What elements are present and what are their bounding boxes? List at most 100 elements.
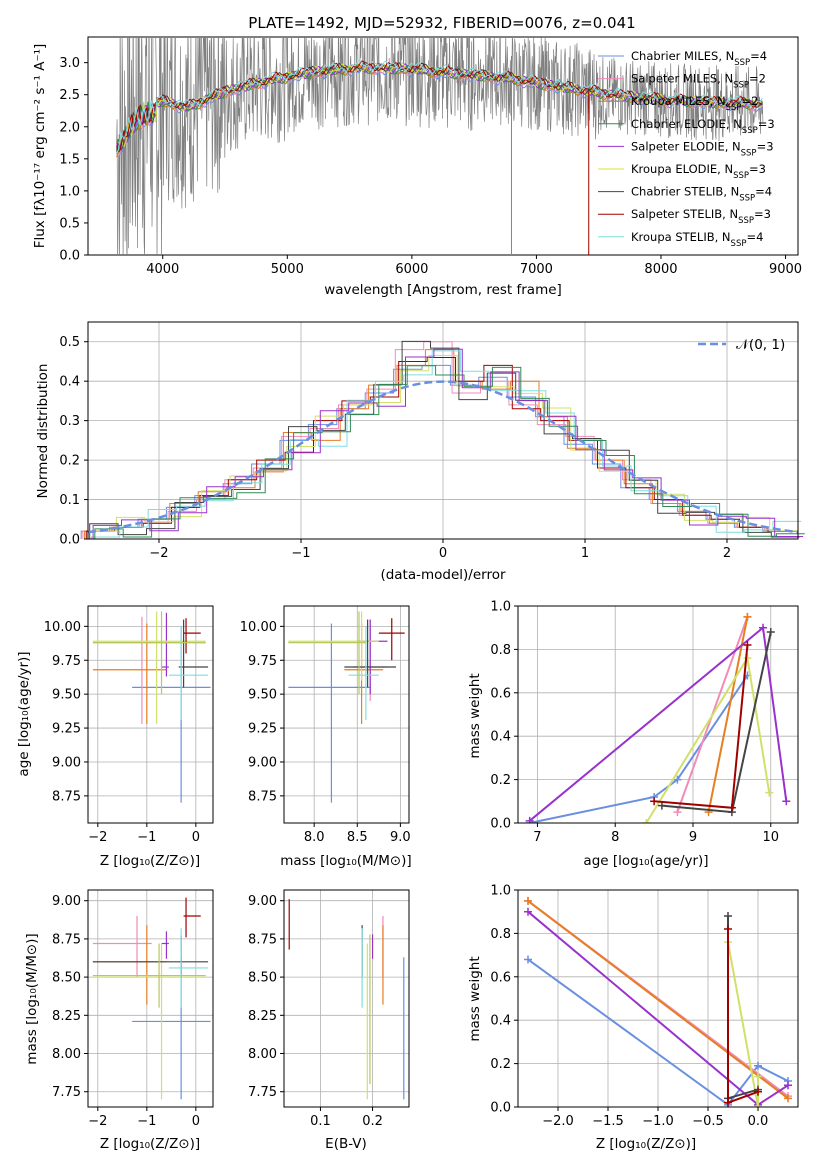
p6-ylabel: mass weight [467, 956, 483, 1041]
mass-vs-extinction-panel: E(B-V) 0.1 0.2 7.75 8.00 8.25 8.50 8.75 9.00 [248, 889, 410, 1152]
x-tick-label: 0.0 [748, 1114, 769, 1129]
weight-point [743, 641, 752, 650]
y-tick-label: 0.0 [59, 249, 80, 264]
mass-weight-vs-age-panel: age [log₁₀(age/yr)] mass weight 7 8 9 10 0.0… [467, 600, 799, 869]
y-tick-label: 8.50 [52, 971, 81, 986]
p2-xlabel: mass [log₁₀(M/M⊙)] [280, 853, 411, 869]
weight-line [527, 958, 789, 1107]
histogram-step-line [90, 350, 802, 540]
x-tick-label: −1 [291, 546, 310, 561]
y-tick-label: 1.0 [490, 884, 511, 899]
x-tick-label: 0.1 [310, 1114, 331, 1129]
x-tick-label: −2 [149, 546, 168, 561]
weight-point [673, 808, 682, 817]
y-tick-label: 9.25 [248, 722, 277, 737]
figure-title: PLATE=1492, MJD=52932, FIBERID=0076, z=0… [248, 14, 635, 32]
x-tick-label: −2.0 [542, 1114, 574, 1129]
spectrum-frame [87, 36, 799, 256]
legend-sub: SSP [733, 171, 749, 181]
y-tick-label: 8.25 [52, 1009, 81, 1024]
weight-point [766, 628, 775, 637]
y-tick-label: 8.75 [52, 932, 81, 947]
histogram-step-line [84, 349, 795, 540]
panel-marks [288, 899, 405, 1100]
y-tick-label: 0.5 [59, 335, 80, 350]
legend-tail: =4 [755, 185, 772, 199]
y-tick-label: 10.00 [44, 620, 81, 635]
y-tick-label: 0.8 [490, 643, 511, 658]
legend-tail: =4 [750, 49, 767, 63]
y-tick-label: 0.3 [59, 414, 80, 429]
y-tick-label: 9.00 [52, 894, 81, 909]
y-tick-label: 9.00 [52, 755, 81, 770]
y-tick-label: 0.2 [59, 454, 80, 469]
x-tick-label: −1 [137, 830, 156, 845]
weight-line [645, 655, 771, 823]
p1-xlabel: Z [log₁₀(Z/Z⊙)] [100, 853, 200, 869]
x-tick-label: 6000 [395, 262, 428, 277]
x-tick-label: 8.0 [304, 830, 325, 845]
p6-xlabel: Z [log₁₀(Z/Z⊙)] [596, 1136, 696, 1152]
y-tick-label: 9.50 [248, 688, 277, 703]
legend-tail: =3 [754, 207, 771, 221]
normal-legend-label: 𝒩(0, 1) [736, 337, 785, 353]
panel-frame [517, 605, 799, 824]
x-tick-label: 8.5 [347, 830, 368, 845]
weight-point [724, 1098, 732, 1107]
y-tick-label: 8.50 [248, 971, 277, 986]
x-tick-label: −1.0 [642, 1114, 674, 1129]
weight-point [754, 1103, 762, 1107]
legend-sub: SSP [739, 194, 755, 204]
x-tick-label: 7000 [520, 262, 553, 277]
legend-sub: SSP [726, 103, 742, 113]
x-tick-label: −2 [88, 1114, 107, 1129]
y-tick-label: 8.75 [248, 789, 277, 804]
weight-point [765, 788, 774, 797]
panel-frame [283, 605, 410, 824]
x-tick-label: 10 [763, 830, 780, 845]
legend-entry: Kroupa ELODIE, NSSP=3 [631, 162, 766, 181]
y-tick-label: 7.75 [248, 1085, 277, 1100]
legend-entry: Chabrier MILES, NSSP=4 [631, 49, 767, 68]
panel-grid [284, 606, 409, 823]
weight-point [724, 912, 732, 921]
x-tick-label: −2 [88, 830, 107, 845]
x-tick-label: 0 [192, 830, 200, 845]
legend-tail: =2 [749, 72, 766, 86]
y-tick-label: 8.75 [248, 932, 277, 947]
legend-entry: Salpeter ELODIE, NSSP=3 [631, 139, 774, 158]
spectrum-lines [116, 37, 764, 255]
panel-grid [88, 606, 213, 823]
y-tick-label: 1.5 [59, 152, 80, 167]
legend-tail: =3 [749, 162, 766, 176]
spectrum-xlabel: wavelength [Angstrom, rest frame] [324, 282, 562, 298]
y-tick-label: 0.0 [59, 533, 80, 548]
weight-point [782, 797, 791, 806]
histogram-step-line [92, 348, 804, 540]
normal-curve [87, 380, 799, 534]
y-tick-label: 3.0 [59, 56, 80, 71]
histogram-step-line [87, 355, 798, 539]
weight-line [654, 645, 749, 809]
legend-sub: SSP [741, 148, 757, 158]
x-tick-label: 0.2 [362, 1114, 383, 1129]
legend-text: Salpeter STELIB, N [631, 207, 738, 221]
x-tick-label: 9 [689, 830, 697, 845]
weight-point [525, 816, 534, 823]
legend-entry: Salpeter STELIB, NSSP=3 [631, 207, 771, 226]
y-tick-label: 1.0 [490, 600, 511, 615]
weight-line [529, 674, 749, 823]
model-spectrum-line [116, 60, 763, 152]
spectrum-panel: PLATE=1492, MJD=52932, FIBERID=0076, z=0… [32, 14, 802, 298]
p4-ylabel: mass [log₁₀(M/M⊙)] [24, 933, 40, 1064]
y-tick-label: 2.5 [59, 88, 80, 103]
y-tick-label: 0.4 [490, 730, 511, 745]
y-tick-label: 8.00 [248, 1047, 277, 1062]
y-tick-label: 0.5 [59, 216, 80, 231]
x-tick-label: 8 [611, 830, 619, 845]
weight-point [727, 803, 736, 812]
y-tick-label: 0.4 [59, 375, 80, 390]
x-tick-label: −1 [137, 1114, 156, 1129]
legend-text: Kroupa ELODIE, N [631, 162, 733, 176]
